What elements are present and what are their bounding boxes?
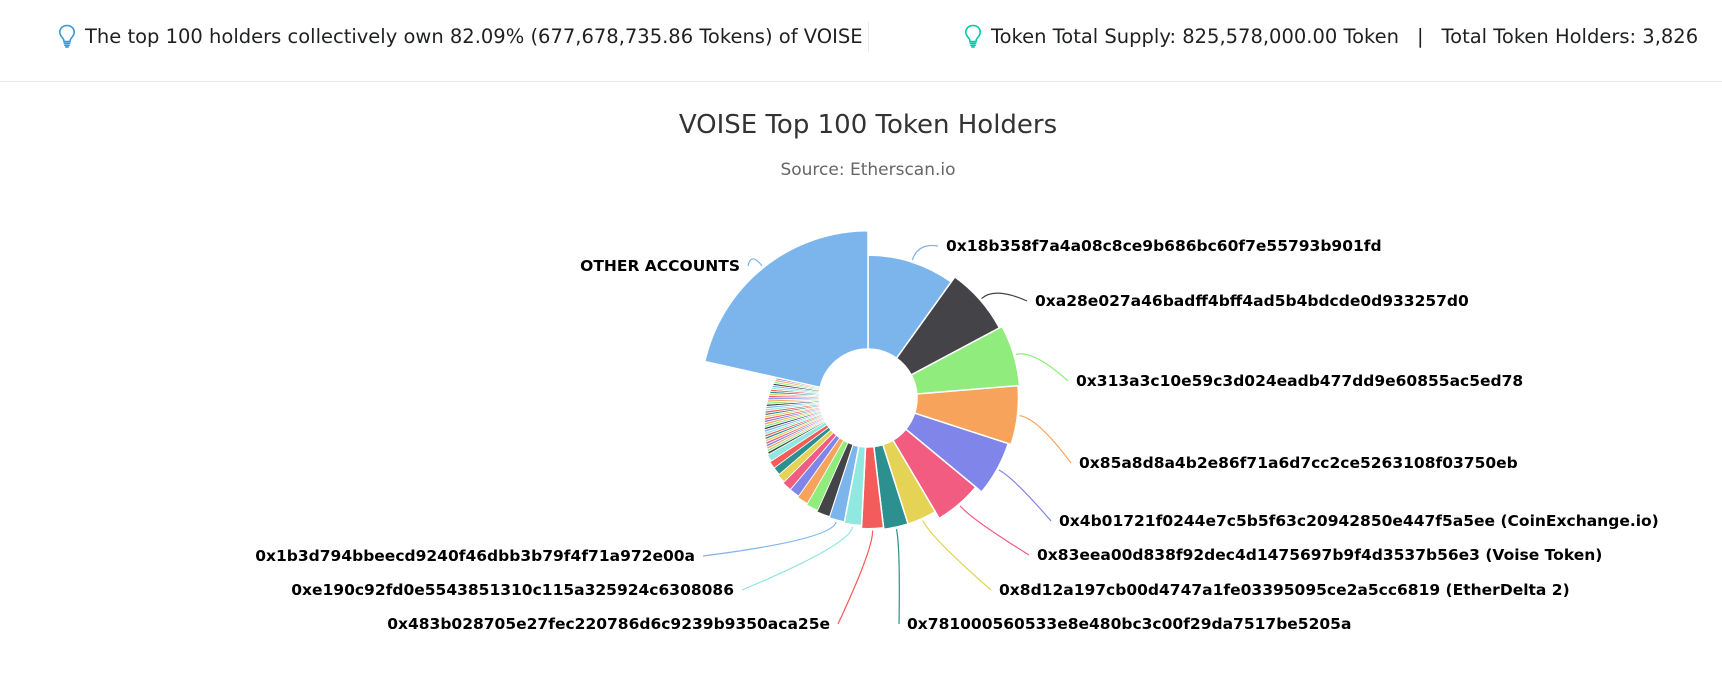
slice-label: 0x1b3d794bbeecd9240f46dbb3b79f4f71a972e0…	[255, 547, 695, 565]
top-holders-summary: The top 100 holders collectively own 82.…	[58, 24, 863, 48]
total-supply-text: Token Total Supply: 825,578,000.00 Token	[991, 24, 1399, 48]
slice-label: 0x85a8d8a4b2e86f71a6d7cc2ce5263108f03750…	[1079, 454, 1518, 472]
slice-label: 0x781000560533e8e480bc3c00f29da7517be520…	[907, 615, 1351, 633]
total-holders-text: Total Token Holders: 3,826	[1441, 24, 1699, 48]
label-connector	[981, 292, 1028, 302]
slice-label: 0x4b01721f0244e7c5b5f63c20942850e447f5a5…	[1059, 512, 1659, 530]
holders-pie-chart: VOISE Top 100 Token Holders Source: Ethe…	[255, 110, 1659, 633]
label-connector	[922, 520, 992, 591]
label-connector	[998, 469, 1052, 522]
label-connector	[747, 258, 763, 267]
label-connector	[702, 521, 837, 557]
label-connector	[837, 530, 874, 625]
slice-label: 0x18b358f7a4a08c8ce9b686bc60f7e55793b901…	[946, 237, 1382, 255]
label-connector	[895, 529, 900, 625]
label-connector	[741, 526, 854, 591]
pie-slice[interactable]	[913, 384, 1020, 446]
slice-label: 0x83eea00d838f92dec4d1475697b9f4d3537b56…	[1037, 546, 1602, 564]
pie-slice[interactable]	[904, 412, 1010, 494]
lightbulb-icon	[58, 24, 76, 48]
supply-summary: Token Total Supply: 825,578,000.00 Token…	[964, 24, 1698, 48]
slice-label: 0x313a3c10e59c3d024eadb477dd9e60855ac5ed…	[1076, 372, 1523, 390]
summary-separator: |	[1416, 24, 1424, 48]
chart-title: VOISE Top 100 Token Holders	[679, 110, 1057, 140]
chart-subtitle: Source: Etherscan.io	[780, 160, 955, 180]
label-connector	[1015, 353, 1069, 382]
summary-divider	[868, 22, 869, 52]
slice-label: OTHER ACCOUNTS	[580, 257, 740, 275]
top-holders-text: The top 100 holders collectively own 82.…	[85, 24, 863, 48]
slice-label: 0xa28e027a46badff4bff4ad5b4bdcde0d933257…	[1035, 292, 1469, 310]
label-connector	[959, 505, 1030, 556]
summary-bar: The top 100 holders collectively own 82.…	[0, 0, 1722, 82]
pie-slice[interactable]	[703, 230, 869, 389]
pie-slice[interactable]	[910, 325, 1021, 395]
lightbulb-icon	[964, 24, 982, 48]
label-connector	[1019, 415, 1072, 464]
slice-label: 0x483b028705e27fec220786d6c9239b9350aca2…	[387, 615, 830, 633]
slice-label: 0x8d12a197cb00d4747a1fe03395095ce2a5cc68…	[999, 581, 1570, 599]
label-connector	[911, 244, 939, 261]
slice-label: 0xe190c92fd0e5543851310c115a325924c63080…	[291, 581, 734, 599]
